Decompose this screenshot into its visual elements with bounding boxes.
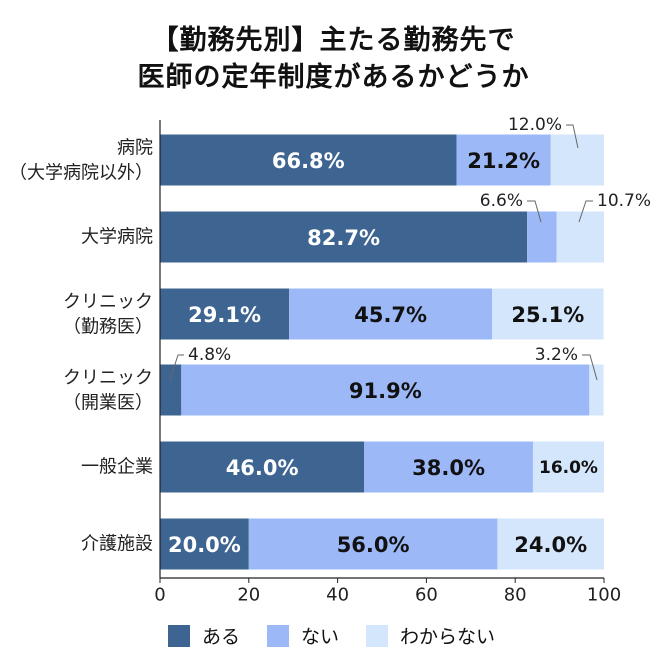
- x-tick-label-100: 100: [587, 585, 621, 606]
- value-label-nai-row-5: 56.0%: [337, 533, 410, 557]
- bar-aru-row-4: [160, 441, 365, 493]
- category-label-row-3-line-2: （開業医）: [63, 393, 153, 414]
- legend-swatch-wakaranai: [366, 624, 388, 647]
- x-tick-label-40: 40: [326, 585, 349, 606]
- bar-nai-row-2: [289, 288, 493, 340]
- value-label-nai-row-3: 91.9%: [349, 379, 422, 403]
- chart-title: 【勤務先別】主たる勤務先で 医師の定年制度があるかどうか: [0, 22, 667, 96]
- x-tick-label-20: 20: [237, 585, 260, 606]
- bar-nai-row-5: [248, 518, 498, 570]
- chart-title-line-1: 【勤務先別】主たる勤務先で: [151, 25, 516, 56]
- bar-nai-row-4: [364, 441, 533, 493]
- bar-wakaranai-row-2: [492, 288, 604, 340]
- value-label-aru-row-1: 82.7%: [307, 226, 380, 250]
- bar-nai-row-0: [456, 134, 551, 186]
- x-tick-label-60: 60: [415, 585, 438, 606]
- value-label-wakaranai-row-0: 12.0%: [508, 115, 562, 135]
- bar-wakaranai-row-3: [589, 364, 604, 416]
- x-tick-label-0: 0: [154, 585, 165, 606]
- legend-swatch-aru: [168, 624, 190, 647]
- category-label-row-5: 介護施設: [81, 534, 153, 555]
- bar-aru-row-3: [160, 364, 182, 416]
- value-label-aru-row-2: 29.1%: [188, 303, 261, 327]
- legend-label-aru: ある: [202, 626, 241, 648]
- value-label-wakaranai-row-3: 3.2%: [535, 345, 578, 365]
- legend-swatch-nai: [267, 624, 289, 647]
- leader-line-wakaranai-row-0: [566, 124, 579, 149]
- bar-wakaranai-row-4: [532, 441, 604, 493]
- bar-aru-row-2: [160, 288, 290, 340]
- value-label-aru-row-4: 46.0%: [226, 456, 299, 480]
- category-label-row-4: 一般企業: [81, 457, 153, 478]
- value-label-wakaranai-row-1: 10.7%: [597, 191, 651, 211]
- leader-line-wakaranai-row-3: [582, 354, 598, 381]
- category-label-row-2-line-2: （勤務医）: [63, 317, 153, 338]
- bar-wakaranai-row-0: [550, 134, 604, 186]
- legend-label-nai: ない: [301, 626, 340, 648]
- category-label-row-1: 大学病院: [81, 227, 153, 248]
- value-label-nai-row-0: 21.2%: [467, 149, 540, 173]
- leader-line-wakaranai-row-1: [578, 200, 593, 223]
- legend-item-wakaranai: わからない: [366, 622, 495, 649]
- bar-aru-row-1: [160, 211, 528, 263]
- bar-aru-row-0: [160, 134, 457, 186]
- leader-line-aru-row-3: [169, 354, 184, 381]
- x-tick-label-80: 80: [504, 585, 527, 606]
- value-label-wakaranai-row-4: 16.0%: [539, 458, 598, 478]
- value-label-aru-row-5: 20.0%: [168, 533, 241, 557]
- value-label-aru-row-3: 4.8%: [188, 345, 231, 365]
- value-label-wakaranai-row-2: 25.1%: [511, 303, 584, 327]
- legend-item-aru: ある: [168, 622, 240, 649]
- bar-nai-row-3: [181, 364, 590, 416]
- bar-aru-row-5: [160, 518, 249, 570]
- bar-wakaranai-row-1: [556, 211, 604, 263]
- value-label-nai-row-1: 6.6%: [480, 191, 523, 211]
- legend: ある ない わからない: [0, 622, 667, 652]
- category-label-row-0-line-2: （大学病院以外）: [9, 163, 153, 184]
- bar-wakaranai-row-5: [497, 518, 604, 570]
- value-label-nai-row-4: 38.0%: [412, 456, 485, 480]
- bar-nai-row-1: [527, 211, 557, 263]
- category-label-row-2-line-1: クリニック: [63, 292, 153, 313]
- chart-title-line-2: 医師の定年制度があるかどうか: [137, 62, 530, 93]
- value-label-wakaranai-row-5: 24.0%: [514, 533, 587, 557]
- leader-line-nai-row-1: [527, 200, 542, 223]
- legend-item-nai: ない: [267, 622, 339, 649]
- category-label-row-3-line-1: クリニック: [63, 368, 153, 389]
- category-label-row-0-line-1: 病院: [117, 138, 153, 159]
- legend-label-wakaranai: わからない: [400, 626, 496, 648]
- value-label-nai-row-2: 45.7%: [354, 303, 427, 327]
- value-label-aru-row-0: 66.8%: [272, 149, 345, 173]
